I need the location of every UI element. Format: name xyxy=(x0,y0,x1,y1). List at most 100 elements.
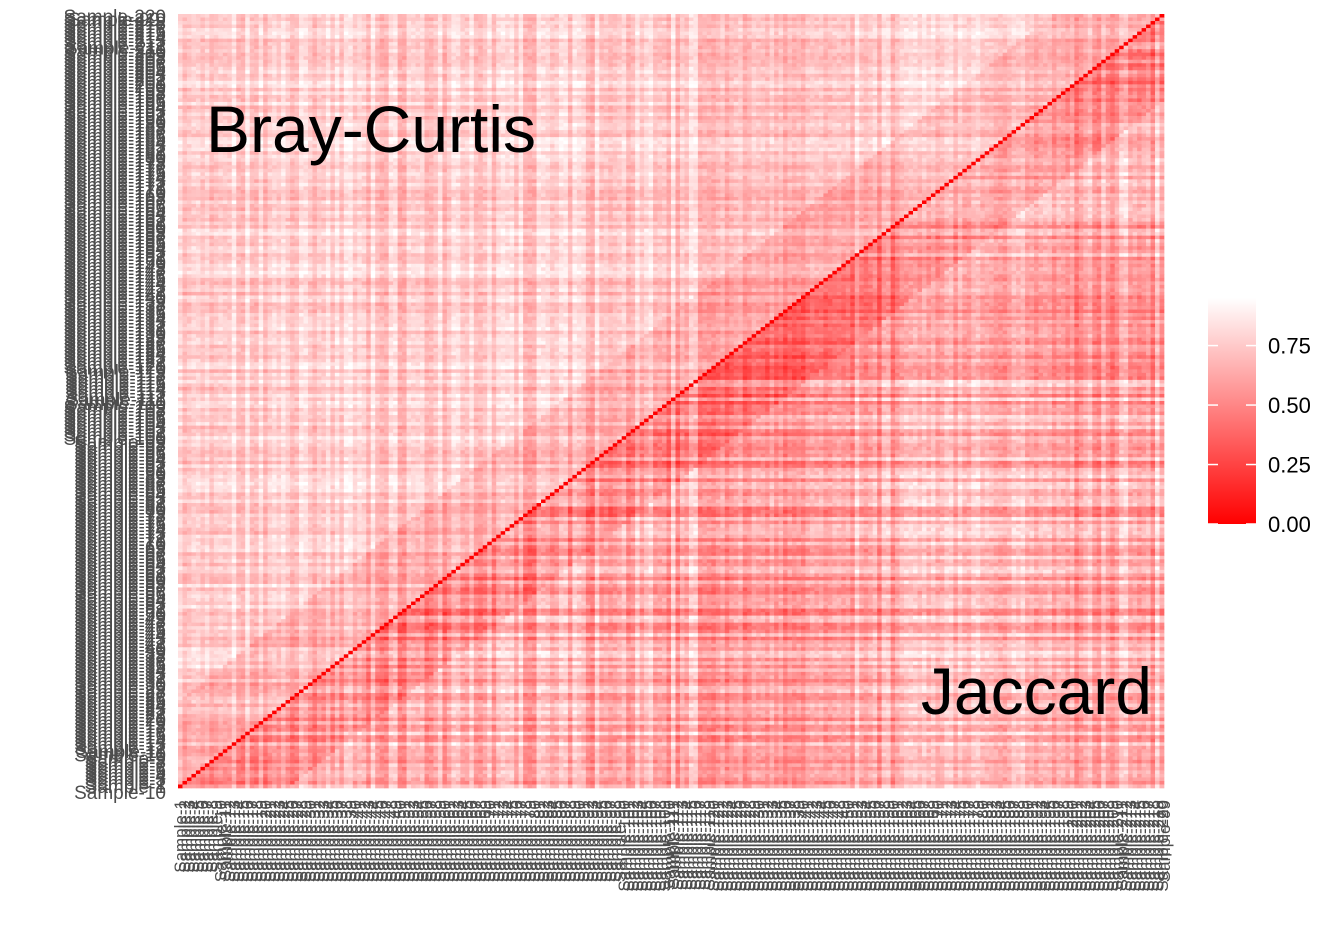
heatmap-cell xyxy=(510,18,515,22)
heatmap-cell xyxy=(994,14,999,18)
heatmap-cell xyxy=(877,39,882,43)
heatmap-cell xyxy=(510,14,515,18)
heatmap-cell xyxy=(599,28,604,32)
heatmap-cell xyxy=(796,21,801,25)
heatmap-cell xyxy=(581,39,586,43)
heatmap-cell xyxy=(1065,21,1070,25)
heatmap-cell xyxy=(1065,14,1070,18)
heatmap-cell xyxy=(1065,18,1070,22)
heatmap-cell xyxy=(281,21,286,25)
heatmap-cell xyxy=(985,14,990,18)
heatmap-cell xyxy=(1088,39,1093,43)
heatmap-cell xyxy=(1012,18,1017,22)
heatmap-cell xyxy=(209,21,214,25)
heatmap-cell xyxy=(1025,32,1030,36)
heatmap-cell xyxy=(976,39,981,43)
heatmap-cell xyxy=(1039,18,1044,22)
heatmap-cell xyxy=(631,18,636,22)
heatmap-cell xyxy=(770,25,775,29)
heatmap-cell xyxy=(971,39,976,43)
heatmap-cell xyxy=(384,25,389,29)
heatmap-cell xyxy=(967,28,972,32)
heatmap-cell xyxy=(1155,25,1160,29)
heatmap-cell xyxy=(805,14,810,18)
heatmap-cell xyxy=(747,35,752,39)
heatmap-cell xyxy=(689,18,694,22)
heatmap-cell xyxy=(362,25,367,29)
heatmap-cell xyxy=(918,28,923,32)
heatmap-cell xyxy=(1083,28,1088,32)
heatmap-cell xyxy=(756,14,761,18)
heatmap-cell xyxy=(1119,21,1124,25)
heatmap-cell xyxy=(581,25,586,29)
heatmap-cell xyxy=(1003,32,1008,36)
heatmap-cell xyxy=(931,39,936,43)
heatmap-cell xyxy=(604,25,609,29)
heatmap-cell xyxy=(994,32,999,36)
heatmap-cell xyxy=(1110,21,1115,25)
heatmap-cell xyxy=(850,32,855,36)
heatmap-row xyxy=(178,25,1164,29)
heatmap-cell xyxy=(796,32,801,36)
heatmap-cell xyxy=(1124,35,1129,39)
heatmap-cell xyxy=(1137,21,1142,25)
heatmap-cell xyxy=(805,21,810,25)
heatmap-cell xyxy=(640,21,645,25)
heatmap-cell xyxy=(416,14,421,18)
heatmap-cell xyxy=(1025,28,1030,32)
heatmap-cell xyxy=(312,14,317,18)
heatmap-cell xyxy=(796,18,801,22)
heatmap-cell xyxy=(572,35,577,39)
heatmap-cell xyxy=(756,32,761,36)
heatmap-cell xyxy=(429,14,434,18)
heatmap-cell xyxy=(680,32,685,36)
heatmap-cell xyxy=(326,21,331,25)
heatmap-cell xyxy=(389,32,394,36)
heatmap-cell xyxy=(478,18,483,22)
heatmap-cell xyxy=(662,18,667,22)
heatmap-cell xyxy=(931,14,936,18)
heatmap-cell xyxy=(577,25,582,29)
heatmap-cell xyxy=(384,21,389,25)
heatmap-cell xyxy=(541,21,546,25)
heatmap-cell xyxy=(680,18,685,22)
heatmap-cell xyxy=(909,14,914,18)
heatmap-cell xyxy=(864,32,869,36)
heatmap-cell xyxy=(779,21,784,25)
heatmap-cell xyxy=(335,28,340,32)
heatmap-cell xyxy=(330,21,335,25)
heatmap-cell xyxy=(1007,39,1012,43)
heatmap-cell xyxy=(926,21,931,25)
heatmap-cell xyxy=(752,35,757,39)
heatmap-cell xyxy=(926,32,931,36)
heatmap-cell xyxy=(909,35,914,39)
heatmap-cell xyxy=(245,18,250,22)
heatmap-cell xyxy=(1061,18,1066,22)
heatmap-cell xyxy=(989,28,994,32)
heatmap-cell xyxy=(487,21,492,25)
heatmap-cell xyxy=(209,28,214,32)
heatmap-cell xyxy=(209,25,214,29)
heatmap-cell xyxy=(1146,35,1151,39)
heatmap-cell xyxy=(559,21,564,25)
heatmap-cell xyxy=(223,28,228,32)
heatmap-cell xyxy=(335,39,340,43)
heatmap-cell xyxy=(868,21,873,25)
heatmap-cell xyxy=(447,35,452,39)
heatmap-cell xyxy=(622,39,627,43)
heatmap-cell xyxy=(684,21,689,25)
heatmap-cell xyxy=(855,21,860,25)
heatmap-cell xyxy=(1155,21,1160,25)
heatmap-cell xyxy=(635,18,640,22)
heatmap-cell xyxy=(702,18,707,22)
heatmap-cell xyxy=(949,25,954,29)
heatmap-cell xyxy=(774,28,779,32)
heatmap-cell xyxy=(546,18,551,22)
heatmap-cell xyxy=(460,21,465,25)
heatmap-cell xyxy=(442,21,447,25)
heatmap-cell xyxy=(478,14,483,18)
heatmap-cell xyxy=(335,32,340,36)
heatmap-cell xyxy=(810,28,815,32)
heatmap-cell xyxy=(478,32,483,36)
heatmap-cell xyxy=(214,21,219,25)
